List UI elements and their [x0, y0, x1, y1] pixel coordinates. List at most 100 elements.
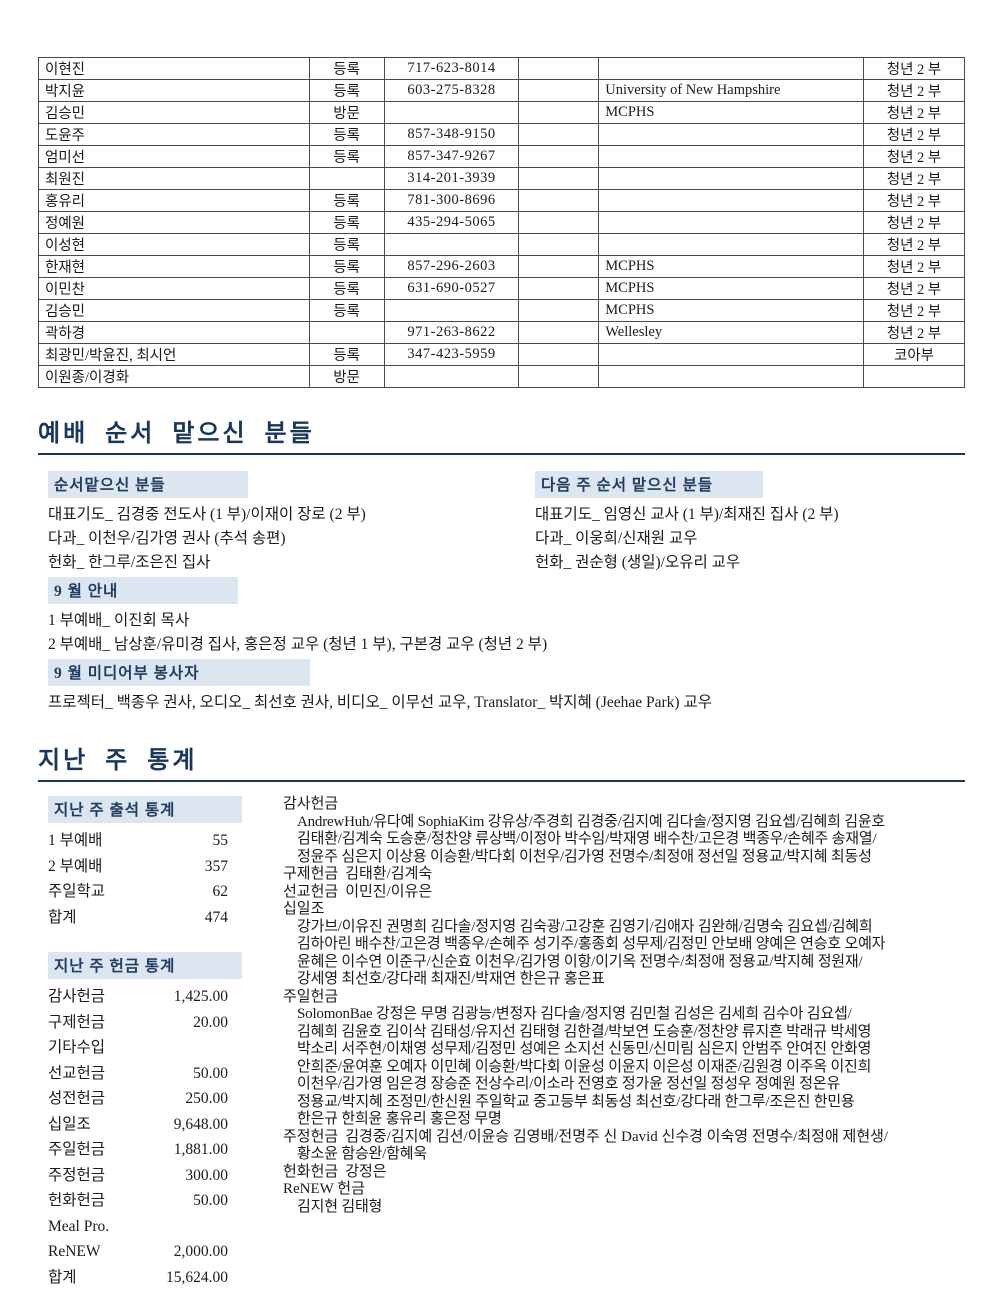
next-week-assignments: 다음 주 순서 맡으신 분들 대표기도_ 임영신 교사 (1 부)/최재진 집사… — [535, 471, 965, 575]
stats-tables: 지난 주 출석 통계 1 부예배 55 2 부예배 357 주일학교 — [48, 796, 245, 1290]
member-phone: 857-296-2603 — [384, 256, 519, 278]
member-name: 이원종/이경화 — [39, 366, 310, 388]
offering-label: Meal Pro. — [48, 1214, 109, 1240]
member-status: 등록 — [309, 80, 384, 102]
member-blank-cell — [519, 168, 599, 190]
member-phone — [384, 366, 519, 388]
donor-category: ReNEW 헌금 — [283, 1181, 965, 1199]
donor-category: 감사헌금 — [283, 796, 965, 814]
member-dept: 청년 2 부 — [864, 234, 965, 256]
member-school — [599, 212, 864, 234]
donor-names-line: 정윤주 심은지 이상용 이승환/박다회 이천우/김가영 전명수/최정애 정선일 … — [283, 849, 965, 867]
offering-label: 선교헌금 — [48, 1061, 105, 1087]
member-blank-cell — [519, 124, 599, 146]
member-status: 등록 — [309, 300, 384, 322]
offering-label: 구제헌금 — [48, 1010, 105, 1036]
member-blank-cell — [519, 80, 599, 102]
member-name: 도윤주 — [39, 124, 310, 146]
stats-section-title: 지난 주 통계 — [38, 740, 965, 782]
donor-category-label: 감사헌금 — [283, 796, 338, 812]
assignment-line: 헌화_ 권순형 (생일)/오유리 교우 — [535, 551, 965, 575]
stats-section: 지난 주 출석 통계 1 부예배 55 2 부예배 357 주일학교 — [38, 796, 965, 1290]
donor-lists: 감사헌금 AndrewHuh/유다예 SophiaKim 강유상/주경희 김경중… — [283, 796, 965, 1290]
member-phone: 781-300-8696 — [384, 190, 519, 212]
member-name: 한재현 — [39, 256, 310, 278]
donor-category-label: 주일헌금 — [283, 989, 338, 1005]
offering-label: 감사헌금 — [48, 984, 105, 1010]
attendance-row: 1 부예배 55 — [48, 828, 228, 854]
member-phone — [384, 234, 519, 256]
offering-value: 15,624.00 — [166, 1265, 228, 1290]
member-name: 홍유리 — [39, 190, 310, 212]
attendance-value: 55 — [213, 828, 229, 854]
member-status: 등록 — [309, 58, 384, 80]
member-dept: 코아부 — [864, 344, 965, 366]
attendance-label: 2 부예배 — [48, 854, 102, 880]
donor-category-label: 헌화헌금 — [283, 1164, 338, 1180]
donor-names-line: 정용교/박지혜 조정민/한신원 주일학교 중고등부 최동성 최선호/강다래 한그… — [283, 1094, 965, 1112]
member-table: 이현진 등록 717-623-8014 청년 2 부 박지윤 등록 603-27… — [38, 57, 965, 388]
offering-label: 십일조 — [48, 1112, 91, 1138]
member-school: University of New Hampshire — [599, 80, 864, 102]
offering-label: 기타수입 — [48, 1035, 105, 1061]
offering-row: Meal Pro. — [48, 1214, 228, 1240]
donor-category-label: ReNEW 헌금 — [283, 1181, 365, 1197]
offering-label: 헌화헌금 — [48, 1188, 105, 1214]
offering-header: 지난 주 헌금 통계 — [48, 952, 242, 979]
member-status: 등록 — [309, 256, 384, 278]
member-phone: 971-263-8622 — [384, 322, 519, 344]
member-blank-cell — [519, 366, 599, 388]
offering-row: ReNEW 2,000.00 — [48, 1239, 228, 1265]
attendance-value: 357 — [205, 854, 228, 880]
member-blank-cell — [519, 278, 599, 300]
offering-value: 20.00 — [193, 1010, 228, 1036]
member-name: 이현진 — [39, 58, 310, 80]
member-phone: 857-347-9267 — [384, 146, 519, 168]
offering-label: 합계 — [48, 1265, 77, 1290]
assignment-line: 다과_ 이천우/김가영 권사 (추석 송편) — [48, 527, 535, 551]
member-school: MCPHS — [599, 102, 864, 124]
member-dept: 청년 2 부 — [864, 300, 965, 322]
offering-value: 50.00 — [193, 1061, 228, 1087]
attendance-value: 474 — [205, 905, 228, 931]
member-name: 곽하경 — [39, 322, 310, 344]
table-row: 이원종/이경화 방문 — [39, 366, 965, 388]
member-phone: 314-201-3939 — [384, 168, 519, 190]
assignment-line: 대표기도_ 김경중 전도사 (1 부)/이재이 장로 (2 부) — [48, 503, 535, 527]
table-row: 최광민/박윤진, 최시언 등록 347-423-5959 코아부 — [39, 344, 965, 366]
current-week-header: 순서맡으신 분들 — [48, 471, 248, 498]
donor-names-line: 김혜희 김윤호 김이삭 김태성/유지선 김태형 김한결/박보연 도승훈/정찬양 … — [283, 1024, 965, 1042]
donor-names-line: 박소리 서주현/이채영 성무제/김정민 성예은 소지선 신동민/신미림 심은지 … — [283, 1041, 965, 1059]
donor-names-line: 한은규 한희윤 홍유리 홍은정 무명 — [283, 1111, 965, 1129]
member-blank-cell — [519, 102, 599, 124]
next-week-header: 다음 주 순서 맡으신 분들 — [535, 471, 763, 498]
table-row: 최원진 314-201-3939 청년 2 부 — [39, 168, 965, 190]
donor-category: 십일조 — [283, 901, 965, 919]
offering-value: 1,425.00 — [174, 984, 228, 1010]
table-row: 이민찬 등록 631-690-0527 MCPHS 청년 2 부 — [39, 278, 965, 300]
member-school — [599, 344, 864, 366]
member-dept: 청년 2 부 — [864, 212, 965, 234]
member-status: 등록 — [309, 344, 384, 366]
member-phone — [384, 102, 519, 124]
member-name: 박지윤 — [39, 80, 310, 102]
member-blank-cell — [519, 322, 599, 344]
donor-names-line: 황소윤 함승완/함혜욱 — [283, 1146, 965, 1164]
member-blank-cell — [519, 190, 599, 212]
member-blank-cell — [519, 256, 599, 278]
member-name: 정예원 — [39, 212, 310, 234]
member-name: 이민찬 — [39, 278, 310, 300]
member-status: 등록 — [309, 212, 384, 234]
offering-row: 구제헌금 20.00 — [48, 1010, 228, 1036]
member-school — [599, 234, 864, 256]
offering-row: 주일헌금 1,881.00 — [48, 1137, 228, 1163]
offering-label: 성전헌금 — [48, 1086, 105, 1112]
offering-value: 1,881.00 — [174, 1137, 228, 1163]
offering-row: 성전헌금 250.00 — [48, 1086, 228, 1112]
member-blank-cell — [519, 300, 599, 322]
donor-names-line: 김하아린 배수찬/고은경 백종우/손혜주 성기주/홍종회 성무제/김정민 안보배… — [283, 936, 965, 954]
member-phone: 347-423-5959 — [384, 344, 519, 366]
member-blank-cell — [519, 234, 599, 256]
